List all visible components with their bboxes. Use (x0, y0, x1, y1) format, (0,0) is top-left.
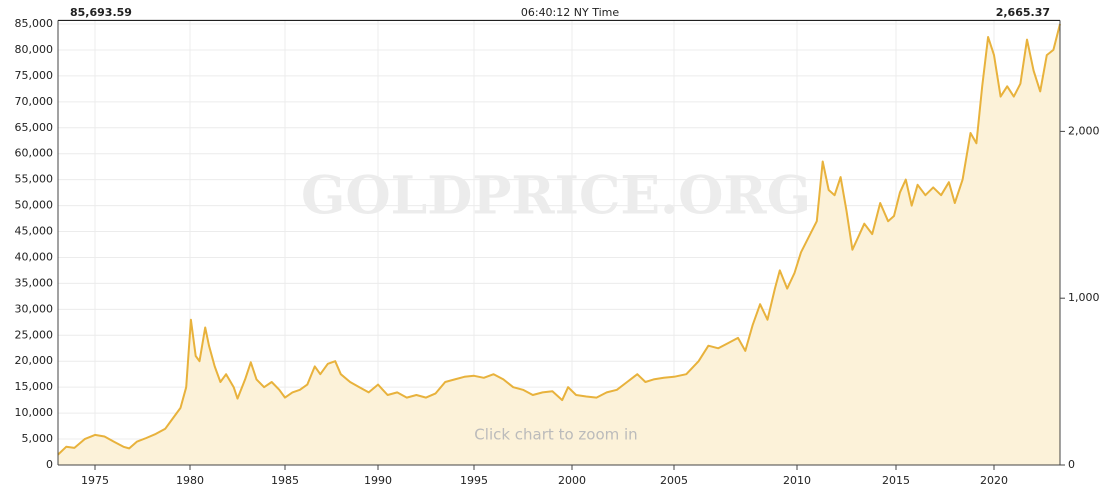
y-tick-label: 80,000 (15, 43, 54, 56)
area (58, 24, 1060, 465)
y-tick-label: 5,000 (22, 432, 54, 445)
y2-tick-label: 0 (1068, 458, 1075, 471)
header-left: 85,693.59 (70, 6, 132, 19)
x-tick-label: 1975 (81, 474, 109, 487)
x-tick-label: 1985 (271, 474, 299, 487)
line (57, 23, 1061, 456)
y-tick-label: 30,000 (15, 302, 54, 315)
zoom-hint: Click chart to zoom in (474, 426, 637, 444)
x-tick-label: 2000 (558, 474, 586, 487)
y-tick-label: 70,000 (15, 95, 54, 108)
y-tick-label: 85,000 (15, 17, 54, 30)
x-tick-label: 2015 (882, 474, 910, 487)
x-tick-label: 2010 (783, 474, 811, 487)
x-tick-label: 1995 (460, 474, 488, 487)
y-tick-label: 40,000 (15, 250, 54, 263)
y-tick-label: 20,000 (15, 354, 54, 367)
y-tick-label: 45,000 (15, 225, 54, 238)
header-right: 2,665.37 (996, 6, 1050, 19)
y-tick-label: 50,000 (15, 199, 54, 212)
x-tick-label: 1990 (364, 474, 392, 487)
y2-tick-label: 1,000 (1068, 291, 1100, 304)
y-tick-label: 60,000 (15, 147, 54, 160)
y-tick-label: 35,000 (15, 276, 54, 289)
y-tick-label: 15,000 (15, 380, 54, 393)
y-tick-label: 0 (46, 458, 53, 471)
x-tick-label: 2005 (660, 474, 688, 487)
y-tick-label: 10,000 (15, 406, 54, 419)
y-tick-label: 75,000 (15, 69, 54, 82)
y-tick-label: 25,000 (15, 328, 54, 341)
y-tick-label: 55,000 (15, 173, 54, 186)
header-time: 06:40:12 NY Time (521, 6, 619, 19)
y2-tick-label: 2,000 (1068, 124, 1100, 137)
x-tick-label: 1980 (176, 474, 204, 487)
watermark: GOLDPRICE.ORG (301, 166, 811, 227)
x-tick-label: 2020 (980, 474, 1008, 487)
y-tick-label: 65,000 (15, 121, 54, 134)
